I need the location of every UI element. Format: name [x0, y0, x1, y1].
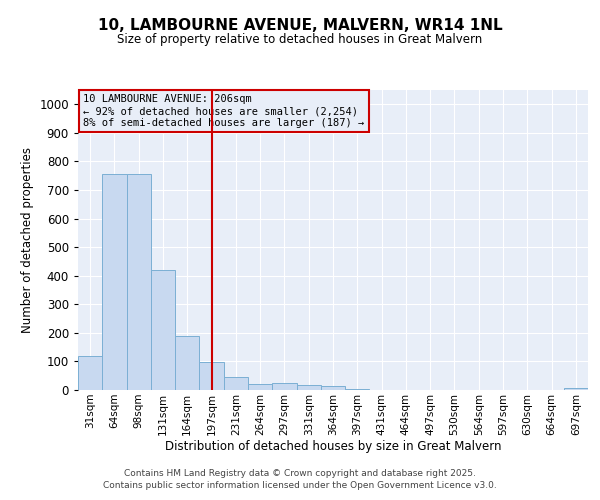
Y-axis label: Number of detached properties: Number of detached properties: [21, 147, 34, 333]
Text: Contains public sector information licensed under the Open Government Licence v3: Contains public sector information licen…: [103, 481, 497, 490]
Bar: [151, 270, 175, 390]
Bar: [248, 384, 272, 390]
Bar: [199, 362, 224, 390]
Bar: [78, 356, 102, 390]
Bar: [127, 174, 151, 390]
Bar: [321, 386, 345, 390]
X-axis label: Distribution of detached houses by size in Great Malvern: Distribution of detached houses by size …: [165, 440, 501, 454]
Text: 10, LAMBOURNE AVENUE, MALVERN, WR14 1NL: 10, LAMBOURNE AVENUE, MALVERN, WR14 1NL: [98, 18, 502, 32]
Bar: [296, 385, 321, 390]
Text: Size of property relative to detached houses in Great Malvern: Size of property relative to detached ho…: [118, 32, 482, 46]
Bar: [102, 174, 127, 390]
Bar: [175, 336, 199, 390]
Bar: [272, 383, 296, 390]
Bar: [224, 377, 248, 390]
Text: Contains HM Land Registry data © Crown copyright and database right 2025.: Contains HM Land Registry data © Crown c…: [124, 468, 476, 477]
Bar: [564, 388, 588, 390]
Text: 10 LAMBOURNE AVENUE: 206sqm
← 92% of detached houses are smaller (2,254)
8% of s: 10 LAMBOURNE AVENUE: 206sqm ← 92% of det…: [83, 94, 364, 128]
Bar: [345, 388, 370, 390]
